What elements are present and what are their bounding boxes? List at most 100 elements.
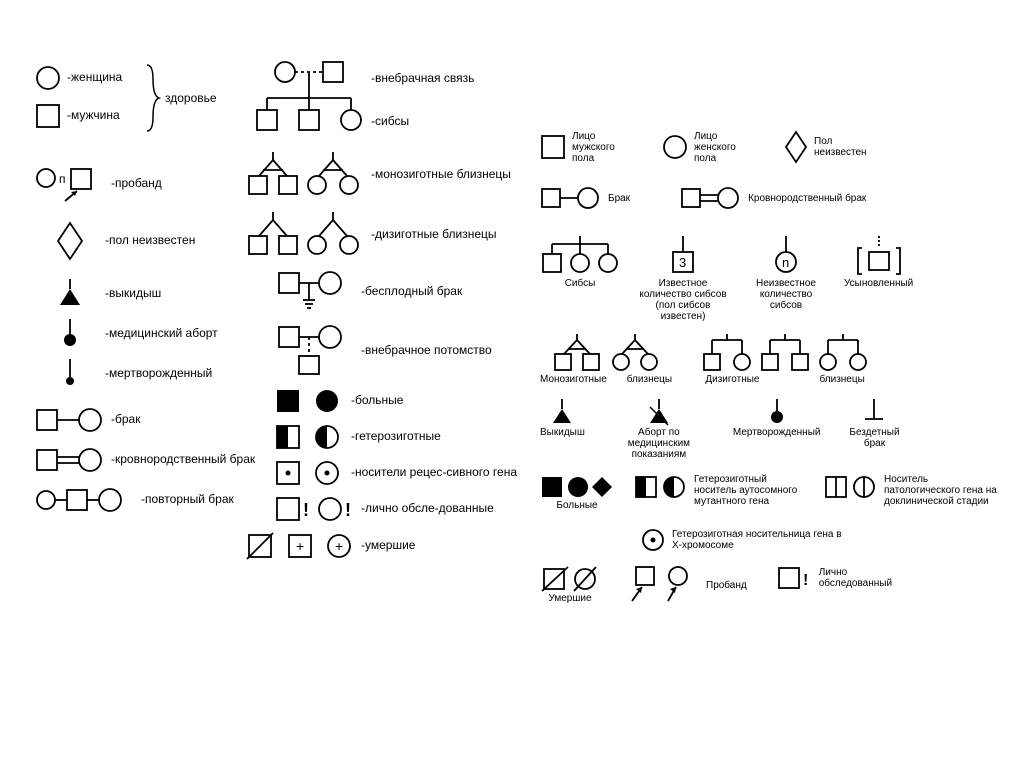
label-marriage: -брак [111,413,140,426]
remarriage-icon [35,487,135,513]
label-r-unknown: Пол неизвестен [814,136,884,158]
label-abortion: -медицинский аборт [105,327,218,340]
carrier-icon [275,460,345,486]
left-center-panel: -внебрачная связь -сибсы -монозиготные б… [245,60,525,570]
label-r-stillborn: Мертворожденный [733,427,821,438]
label-r-twins2: близнецы [820,374,865,385]
miscarriage-r-icon [549,397,575,427]
label-r-mono: Монозиготные [540,374,607,385]
label-female: -женщина [67,71,122,84]
svg-text:+: + [296,538,304,554]
label-r-di: Дизиготные [705,374,759,385]
circle-icon [35,65,61,91]
preclin-icon [824,474,878,500]
label-affected: -больные [351,394,403,407]
label-health: здоровье [165,91,217,105]
label-r-twins1: близнецы [627,374,672,385]
label-proband: -пробанд [111,177,162,190]
deceased-r-icon [540,565,600,593]
illegit-icon [275,324,355,378]
examined-r-icon: ! [777,565,813,591]
right-panel: Лицо мужского пола Лицо женского пола По… [540,130,1010,615]
hetero-auto-icon [634,474,688,500]
label-hetero: -гетерозиготные [351,430,441,443]
med-abort-icon [646,397,672,427]
label-sibs: -сибсы [371,115,474,128]
proband-r-icon [630,565,700,605]
hetero-icon [275,424,345,450]
unknown-count-icon: n [771,234,801,278]
label-remarriage: -повторный брак [141,493,234,506]
childless-icon [861,397,887,427]
label-consang: -кровнородственный брак [111,453,255,466]
label-r-misc: Выкидыш [540,427,585,438]
label-r-medabort: Аборт по медицинским показаниям [609,427,709,460]
label-r-heteroauto: Гетерозиготный носитель аутосомного мута… [694,474,804,507]
marriage-icon [540,186,602,210]
label-r-childless: Бездетный брак [844,427,904,449]
diamond-icon [784,130,808,164]
extramarital-sibs-icon [245,60,365,140]
diamond-icon [55,221,85,261]
label-r-sibs: Сибсы [565,278,596,289]
dz-sqcirc-icon [702,332,752,374]
label-r-marriage: Брак [608,193,630,204]
infertile-icon [275,270,355,314]
dz-twins-icon [245,210,365,260]
label-r-unknown-count: Неизвестное количество сибсов [746,278,826,311]
svg-text:+: + [335,538,343,554]
svg-text:3: 3 [679,255,686,270]
label-extramarital: -внебрачная связь [371,72,474,85]
brace-icon [143,63,161,133]
consang-icon [35,447,105,473]
marriage-icon [35,407,105,433]
dot-stem-icon [55,319,85,349]
label-deceased: -умершие [361,539,415,552]
label-unknown-sex: -пол неизвестен [105,234,195,247]
mz-sq-icon [552,332,602,374]
label-infertile: -бесплодный брак [361,285,462,298]
affected-icon [275,388,345,414]
dot-small-stem-icon [55,359,85,389]
adopted-icon [854,234,904,278]
label-r-deceased: Умершие [548,593,591,604]
square-icon [540,134,566,160]
svg-text:!: ! [303,500,309,520]
label-r-female: Лицо женского пола [694,131,744,164]
affected-set-icon [540,474,614,500]
dz-sq-icon [760,332,810,374]
consang-icon [680,186,742,210]
svg-text:!: ! [803,572,808,589]
label-exam: -лично обсле-дованные [361,502,494,515]
sibs-tree-icon [540,234,620,278]
square-icon [35,103,61,129]
circle-icon [662,134,688,160]
svg-text:п: п [59,172,66,186]
label-r-examined: Лично обследованный [819,567,909,589]
dz-circ-icon [818,332,868,374]
label-r-adopted: Усыновленный [844,278,913,289]
label-r-known: Известное количество сибсов (пол сибсов … [638,278,728,322]
label-r-preclin: Носитель патологического гена на доклини… [884,474,1004,507]
examined-icon: ! ! [275,496,355,522]
mz-circ-icon [610,332,660,374]
label-mz: -монозиготные близнецы [371,168,511,181]
label-r-xhet: Гетерозиготная носительница гена в Х-хро… [672,529,852,551]
mz-twins-icon [245,150,365,200]
label-r-affected: Больные [556,500,597,511]
known-count-icon: 3 [668,234,698,278]
label-male: -мужчина [67,109,120,122]
label-stillborn: -мертворожденный [105,367,212,380]
label-r-consang: Кровнородственный брак [748,193,866,204]
label-r-male: Лицо мужского пола [572,131,622,164]
proband-icon: п [35,165,105,203]
label-r-proband: Пробанд [706,580,747,591]
label-dz: -дизиготные близнецы [371,228,497,241]
label-carrier: -носители рецес-сивного гена [351,466,517,479]
svg-text:n: n [782,255,789,270]
deceased-icon: + + [245,532,355,560]
triangle-filled-icon [55,279,85,309]
stillborn-r-icon [764,397,790,427]
label-illegit: -внебрачное потомство [361,344,492,357]
xhet-icon [640,527,666,553]
